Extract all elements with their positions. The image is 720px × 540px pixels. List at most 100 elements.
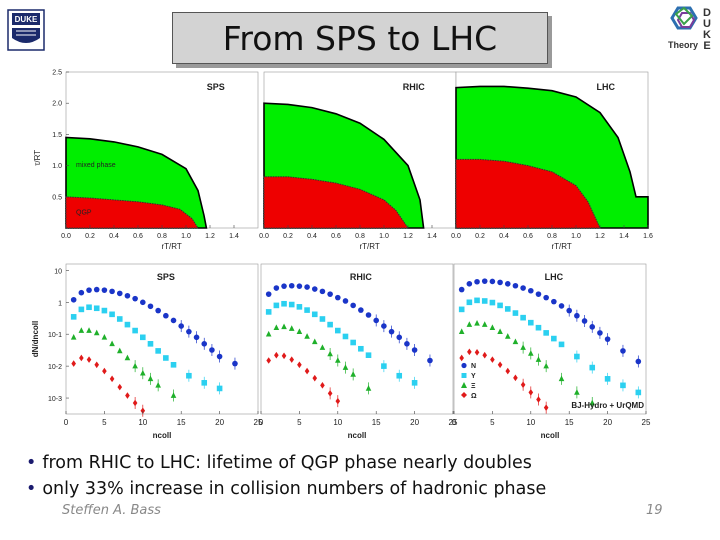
x-tick-label: 1.0 bbox=[571, 233, 581, 240]
legend-label: Y bbox=[471, 373, 476, 380]
x-tick-label: 1.4 bbox=[229, 233, 239, 240]
data-point-xi bbox=[474, 319, 480, 326]
data-point-y bbox=[311, 311, 318, 318]
figure-canvas: SPS 0.0 0.2 0.4 0.6 0.8 1.0 1.2 1.4 rT/RT 0.5 1.0 1.… bbox=[31, 70, 653, 441]
legend-label: Ξ bbox=[471, 383, 476, 390]
data-point-omega bbox=[281, 352, 287, 360]
data-point-n bbox=[489, 278, 496, 285]
y-tick-label: 1.0 bbox=[52, 163, 62, 170]
data-point-xi bbox=[512, 338, 519, 345]
data-point-y bbox=[327, 321, 333, 328]
data-point-y bbox=[140, 334, 146, 341]
data-point-n bbox=[558, 303, 565, 309]
duke-theory-logo: D U K E Theory bbox=[664, 4, 716, 54]
data-point-xi bbox=[296, 328, 303, 334]
data-point-y bbox=[535, 324, 542, 331]
legend-marker-xi bbox=[461, 382, 467, 388]
x-tick-label: 0.4 bbox=[109, 233, 119, 240]
x-tick-label: 0 bbox=[64, 418, 69, 427]
data-point-xi bbox=[265, 330, 272, 337]
data-point-n bbox=[124, 292, 131, 299]
x-tick-label: 1.2 bbox=[595, 233, 605, 240]
legend-marker-y bbox=[461, 373, 467, 378]
slide-title: From SPS to LHC bbox=[172, 12, 548, 64]
data-point-n bbox=[101, 287, 108, 293]
data-point-n bbox=[481, 278, 488, 284]
distribution-panel-title: SPS bbox=[157, 272, 175, 282]
data-point-xi bbox=[288, 325, 295, 331]
x-tick-label: 1.4 bbox=[619, 233, 629, 240]
legend-label: N bbox=[471, 363, 476, 370]
x-tick-label: 0.6 bbox=[133, 233, 143, 240]
y-tick-label: 0.5 bbox=[52, 194, 62, 201]
legend-label: Ω bbox=[471, 393, 477, 400]
x-tick-label: 0 bbox=[259, 418, 264, 427]
bullet-item: • from RHIC to LHC: lifetime of QGP phase… bbox=[26, 453, 532, 473]
data-point-y bbox=[155, 348, 161, 354]
model-annotation: BJ-Hydro + UrQMD bbox=[571, 401, 644, 410]
data-point-y bbox=[273, 302, 280, 309]
data-point-n bbox=[170, 317, 177, 324]
qgp-region bbox=[263, 176, 409, 229]
x-axis-label: rT/RT bbox=[161, 242, 181, 251]
data-point-n bbox=[358, 307, 364, 313]
data-point-y bbox=[481, 298, 488, 304]
data-point-n bbox=[365, 312, 372, 318]
data-point-omega bbox=[497, 361, 503, 369]
x-tick-label: 0 bbox=[452, 418, 457, 427]
data-point-y bbox=[319, 316, 326, 322]
x-tick-label: 0.0 bbox=[451, 233, 461, 240]
data-point-y bbox=[358, 345, 364, 352]
x-tick-label: 15 bbox=[565, 418, 574, 427]
y-tick-label: 1 bbox=[58, 300, 62, 307]
data-point-xi bbox=[281, 323, 287, 330]
y-axis-label: dN/dncoll bbox=[31, 321, 40, 357]
distribution-panel-title: LHC bbox=[545, 272, 564, 282]
legend-marker-omega bbox=[461, 392, 467, 398]
x-tick-label: 0.2 bbox=[85, 233, 95, 240]
data-point-n bbox=[551, 298, 557, 305]
data-point-y bbox=[93, 305, 100, 312]
logo-letter-u: U bbox=[703, 18, 711, 30]
data-point-n bbox=[342, 298, 349, 304]
y-tick-label: 10 bbox=[54, 268, 62, 275]
data-point-xi bbox=[116, 347, 123, 354]
data-point-omega bbox=[320, 382, 325, 389]
data-point-omega bbox=[274, 351, 279, 359]
distribution-panel-frame bbox=[453, 263, 647, 415]
data-point-n bbox=[543, 294, 549, 301]
data-point-omega bbox=[125, 392, 130, 399]
data-point-xi bbox=[86, 327, 92, 333]
legend-marker-n bbox=[461, 362, 467, 369]
data-point-y bbox=[489, 299, 496, 306]
data-point-n bbox=[296, 283, 303, 289]
mixed-phase-annotation: mixed phase bbox=[76, 162, 116, 169]
x-tick-label: 0.0 bbox=[61, 233, 71, 240]
y-axis-label: τ/RT bbox=[33, 150, 42, 166]
data-point-omega bbox=[482, 351, 488, 359]
y-tick-label: 10-1 bbox=[48, 332, 62, 339]
data-point-n bbox=[78, 289, 85, 296]
author-footer: Steffen A. Bass bbox=[62, 503, 161, 518]
qgp-region bbox=[455, 158, 601, 229]
phase-panel-title: SPS bbox=[207, 82, 225, 92]
data-point-n bbox=[163, 312, 169, 319]
data-point-xi bbox=[497, 328, 503, 334]
data-point-y bbox=[551, 335, 557, 342]
data-point-y bbox=[170, 362, 177, 368]
data-point-n bbox=[350, 302, 356, 309]
x-tick-label: 5 bbox=[490, 418, 495, 427]
data-point-y bbox=[558, 341, 565, 348]
y-tick-label: 10-3 bbox=[48, 396, 62, 403]
data-point-n bbox=[528, 287, 534, 294]
x-tick-label: 25 bbox=[254, 418, 263, 427]
data-point-omega bbox=[117, 383, 123, 391]
data-point-y bbox=[512, 310, 519, 316]
y-tick-label: 2.5 bbox=[52, 70, 62, 77]
data-point-n bbox=[265, 291, 272, 297]
x-tick-label: 20 bbox=[603, 418, 612, 427]
data-point-n bbox=[281, 283, 287, 289]
data-point-omega bbox=[474, 349, 480, 356]
data-point-n bbox=[155, 307, 161, 314]
data-point-n bbox=[304, 284, 310, 290]
